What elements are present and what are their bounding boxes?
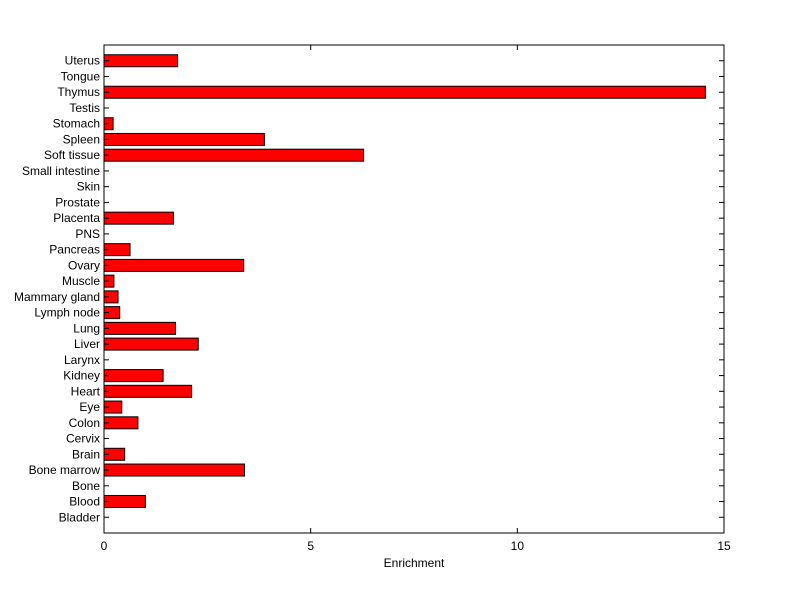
y-tick-label: Mammary gland: [14, 290, 100, 304]
y-tick-label: PNS: [75, 227, 100, 241]
y-tick-label: Ovary: [68, 258, 100, 272]
bar-spleen: [103, 132, 265, 146]
y-tick-label: Small intestine: [22, 164, 100, 178]
y-tick-label: Brain: [72, 447, 100, 461]
x-tick-label: 0: [101, 539, 108, 553]
y-tick-label: Bone marrow: [29, 463, 101, 477]
bar-bone-marrow: [103, 463, 246, 477]
y-tick-label: Liver: [74, 337, 100, 351]
bar-placenta: [103, 211, 174, 225]
y-tick-label: Bone: [72, 479, 100, 493]
plot-area: [104, 45, 724, 533]
y-tick-label: Uterus: [65, 54, 100, 68]
x-tick-label: 10: [511, 539, 525, 553]
bar-lung: [103, 321, 177, 335]
y-tick-label: Tongue: [61, 69, 101, 83]
y-tick-label: Muscle: [62, 274, 100, 288]
y-tick-label: Skin: [77, 180, 100, 194]
y-tick-label: Testis: [69, 101, 100, 115]
x-axis-label: Enrichment: [384, 556, 445, 570]
y-tick-label: Eye: [79, 400, 100, 414]
bar-heart: [103, 384, 193, 398]
plot-frame: [103, 44, 725, 534]
y-tick-label: Colon: [69, 416, 100, 430]
y-tick-label: Larynx: [64, 353, 100, 367]
y-tick-label: Kidney: [63, 369, 100, 383]
y-tick-label: Soft tissue: [44, 148, 100, 162]
y-tick-label: Pancreas: [49, 243, 100, 257]
bar-ovary: [103, 258, 245, 272]
y-tick-label: Blood: [69, 495, 100, 509]
bar-liver: [103, 337, 199, 351]
y-tick-label: Spleen: [63, 132, 100, 146]
y-tick-label: Heart: [71, 384, 101, 398]
bar-thymus: [103, 85, 706, 99]
y-tick-label: Stomach: [53, 117, 100, 131]
x-tick-label: 15: [717, 539, 731, 553]
bar-blood: [103, 495, 146, 509]
y-tick-label: Placenta: [53, 211, 100, 225]
bar-uterus: [103, 54, 179, 68]
bar-kidney: [103, 369, 164, 383]
x-tick-label: 5: [307, 539, 314, 553]
y-tick-label: Bladder: [59, 510, 100, 524]
x-ticks-group: 0 5 10 15: [101, 45, 731, 553]
y-tick-label: Lymph node: [34, 306, 100, 320]
bar-soft-tissue: [103, 148, 365, 162]
y-tick-label: Lung: [73, 321, 100, 335]
y-tick-label: Thymus: [57, 85, 100, 99]
y-tick-label: Prostate: [55, 195, 100, 209]
y-tick-label: Cervix: [66, 432, 100, 446]
bar-colon: [103, 416, 139, 430]
